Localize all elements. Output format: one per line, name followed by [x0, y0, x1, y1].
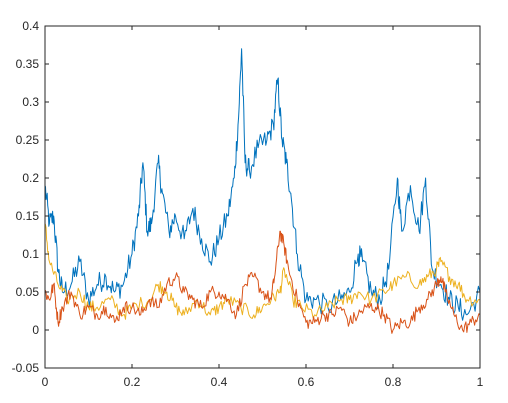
y-tick-label: 0 — [32, 323, 39, 337]
plot-area-border — [44, 25, 481, 369]
y-tick-label: 0.2 — [22, 171, 39, 185]
x-tick-label: 0 — [42, 375, 49, 389]
series-layer — [44, 48, 481, 334]
series-line-1 — [44, 48, 481, 321]
y-tick-label: -0.05 — [12, 361, 40, 375]
x-tick-label: 1 — [477, 375, 484, 389]
y-tick-label: 0.3 — [22, 95, 39, 109]
y-tick-label: 0.15 — [16, 209, 40, 223]
y-tick-label: 0.25 — [16, 133, 40, 147]
y-axis: -0.05 0 0.05 0.1 0.15 0.2 0.25 0.3 0.35 0.4 — [12, 19, 480, 375]
y-tick-label: 0.1 — [22, 247, 39, 261]
y-tick-label: 0.35 — [16, 57, 40, 71]
x-tick-label: 0.6 — [298, 375, 315, 389]
series-line-2 — [44, 223, 480, 320]
x-tick-label: 0.2 — [124, 375, 141, 389]
x-tick-label: 0.4 — [211, 375, 228, 389]
y-tick-label: 0.4 — [22, 19, 39, 33]
series-line-3 — [44, 230, 481, 334]
y-tick-label: 0.05 — [16, 285, 40, 299]
x-tick-label: 0.8 — [385, 375, 402, 389]
x-axis: 0 0.2 0.4 0.6 0.8 1 — [42, 26, 484, 389]
